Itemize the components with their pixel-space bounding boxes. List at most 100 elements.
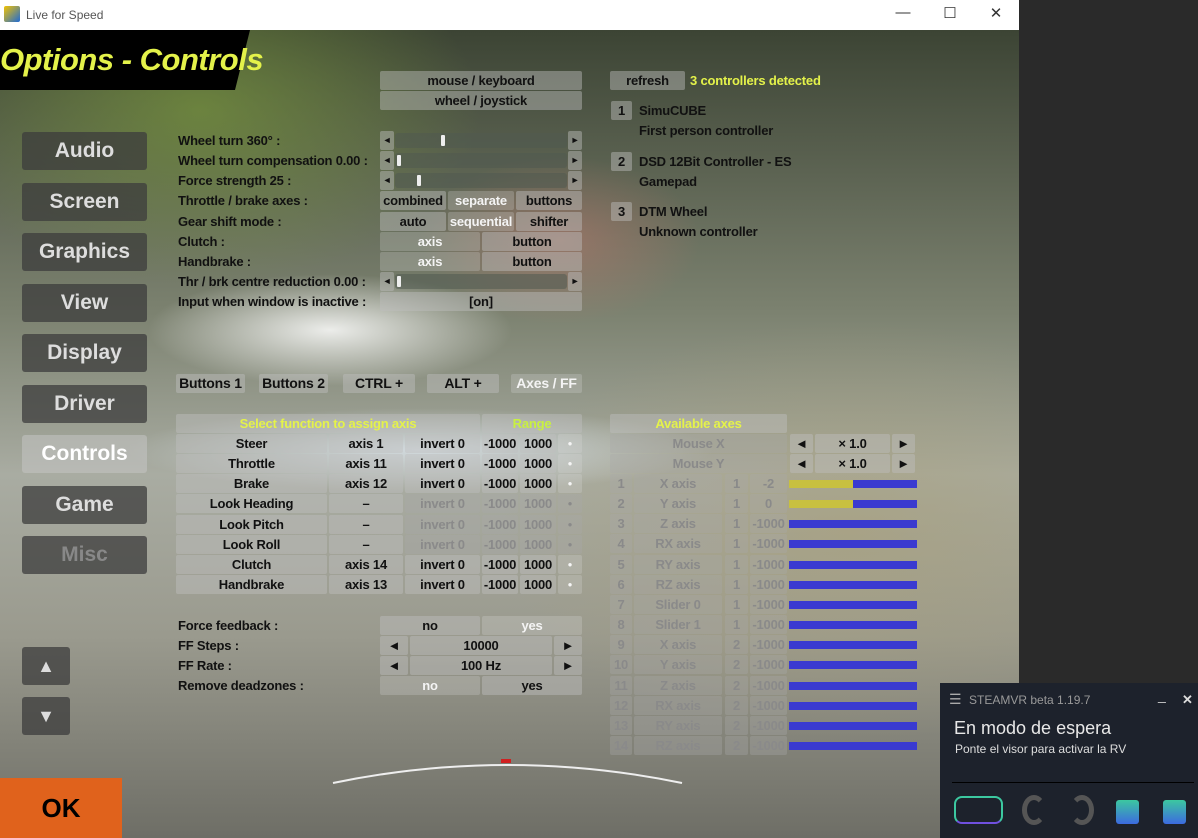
range-max[interactable]: 1000 (520, 514, 556, 534)
function-axis[interactable]: – (329, 494, 403, 514)
calibrate-dot[interactable]: ● (558, 514, 582, 534)
controller-name[interactable]: SimuCUBE (639, 103, 707, 118)
function-name[interactable]: Handbrake (176, 575, 327, 595)
ff-option-no[interactable]: no (380, 616, 480, 635)
calibrate-dot[interactable]: ● (558, 454, 582, 474)
ff-option-yes[interactable]: yes (482, 676, 582, 696)
slider-thumb[interactable] (397, 155, 401, 167)
range-min[interactable]: -1000 (482, 494, 518, 514)
tab-ctrl[interactable]: CTRL + (343, 374, 415, 393)
axis-name[interactable]: RY axis (634, 715, 722, 735)
scroll-up-button[interactable]: ▲ (22, 647, 70, 685)
axis-name[interactable]: RZ axis (634, 574, 722, 594)
axis-name[interactable]: X axis (634, 635, 722, 655)
menu-icon[interactable]: ☰ (949, 691, 962, 707)
axis-name[interactable]: X axis (634, 474, 722, 493)
range-min[interactable]: -1000 (482, 534, 518, 554)
calibrate-dot[interactable]: ● (558, 534, 582, 554)
scroll-down-button[interactable]: ▼ (22, 697, 70, 735)
function-name[interactable]: Look Heading (176, 494, 327, 514)
nav-controls[interactable]: Controls (22, 435, 147, 473)
scale-right-arrow[interactable]: ► (892, 454, 915, 474)
function-name[interactable]: Look Roll (176, 534, 327, 554)
controller-left-icon[interactable] (1022, 795, 1046, 825)
ok-button[interactable]: OK (0, 778, 122, 838)
nav-screen[interactable]: Screen (22, 182, 147, 221)
slider-left-arrow[interactable]: ◄ (380, 131, 394, 150)
base-station-icon[interactable] (1163, 800, 1186, 824)
range-max[interactable]: 1000 (520, 494, 556, 514)
axis-name[interactable]: RY axis (634, 554, 722, 574)
tab-buttons-2[interactable]: Buttons 2 (259, 374, 328, 393)
range-max[interactable]: 1000 (520, 474, 556, 494)
minimize-button[interactable]: — (895, 4, 911, 21)
function-axis[interactable]: axis 13 (329, 575, 403, 595)
scale-left-arrow[interactable]: ◄ (790, 434, 813, 453)
setting-option-buttons[interactable]: buttons (516, 191, 582, 211)
function-invert[interactable]: invert 0 (405, 454, 480, 474)
axis-name[interactable]: RX axis (634, 534, 722, 554)
steamvr-close-button[interactable]: ✕ (1182, 692, 1193, 707)
calibrate-dot[interactable]: ● (558, 474, 582, 494)
stepper-left-arrow[interactable]: ◄ (380, 636, 408, 656)
range-max[interactable]: 1000 (520, 554, 556, 574)
range-min[interactable]: -1000 (482, 554, 518, 574)
axis-name[interactable]: Y axis (634, 494, 722, 514)
slider-track[interactable] (395, 133, 567, 148)
function-axis[interactable]: axis 1 (329, 434, 403, 453)
slider-right-arrow[interactable]: ► (568, 151, 582, 171)
setting-option-button[interactable]: button (482, 251, 582, 271)
axis-name[interactable]: Y axis (634, 655, 722, 675)
controller-name[interactable]: DTM Wheel (639, 204, 708, 219)
slider-right-arrow[interactable]: ► (568, 131, 582, 150)
function-invert[interactable]: invert 0 (405, 575, 480, 595)
setting-option-shifter[interactable]: shifter (516, 211, 582, 231)
calibrate-dot[interactable]: ● (558, 575, 582, 595)
setting-option-separate[interactable]: separate (448, 191, 514, 211)
slider-thumb[interactable] (416, 175, 421, 187)
base-station-icon[interactable] (1116, 800, 1139, 824)
range-min[interactable]: -1000 (482, 434, 518, 453)
slider-left-arrow[interactable]: ◄ (380, 272, 394, 292)
wheel-joystick-button[interactable]: wheel / joystick (380, 91, 582, 110)
range-min[interactable]: -1000 (482, 514, 518, 534)
nav-misc[interactable]: Misc (22, 536, 147, 574)
ff-option-no[interactable]: no (380, 676, 480, 696)
controller-name[interactable]: DSD 12Bit Controller - ES (639, 153, 792, 169)
function-axis[interactable]: – (329, 534, 403, 554)
slider-left-arrow[interactable]: ◄ (380, 151, 394, 171)
ff-option-yes[interactable]: yes (482, 616, 582, 635)
axis-name[interactable]: Slider 0 (634, 594, 722, 614)
mouse-axis[interactable]: Mouse Y (610, 454, 787, 474)
function-name[interactable]: Look Pitch (176, 514, 327, 534)
tab-axes-ff[interactable]: Axes / FF (511, 374, 582, 393)
function-invert[interactable]: invert 0 (405, 434, 480, 453)
range-max[interactable]: 1000 (520, 575, 556, 595)
nav-driver[interactable]: Driver (22, 384, 147, 423)
function-name[interactable]: Steer (176, 434, 327, 453)
setting-option-axis[interactable]: axis (380, 251, 480, 271)
range-max[interactable]: 1000 (520, 454, 556, 474)
close-button[interactable]: ✕ (989, 5, 1003, 22)
range-max[interactable]: 1000 (520, 534, 556, 554)
function-axis[interactable]: axis 14 (329, 554, 403, 574)
mouse-axis[interactable]: Mouse X (610, 434, 787, 453)
setting-option-sequential[interactable]: sequential (448, 211, 514, 231)
function-invert[interactable]: invert 0 (405, 494, 480, 514)
stepper-right-arrow[interactable]: ► (554, 656, 582, 676)
slider-right-arrow[interactable]: ► (568, 171, 582, 191)
range-max[interactable]: 1000 (520, 434, 556, 453)
setting-option-combined[interactable]: combined (380, 191, 446, 211)
slider-thumb[interactable] (397, 276, 401, 288)
setting-option--on-[interactable]: [on] (380, 292, 582, 312)
function-name[interactable]: Throttle (176, 454, 327, 474)
scale-right-arrow[interactable]: ► (892, 434, 915, 453)
axis-name[interactable]: RZ axis (634, 735, 722, 755)
calibrate-dot[interactable]: ● (558, 494, 582, 514)
function-name[interactable]: Clutch (176, 554, 327, 574)
stepper-right-arrow[interactable]: ► (554, 636, 582, 656)
function-name[interactable]: Brake (176, 474, 327, 494)
range-min[interactable]: -1000 (482, 454, 518, 474)
tab-alt[interactable]: ALT + (427, 374, 499, 393)
slider-thumb[interactable] (441, 135, 446, 146)
